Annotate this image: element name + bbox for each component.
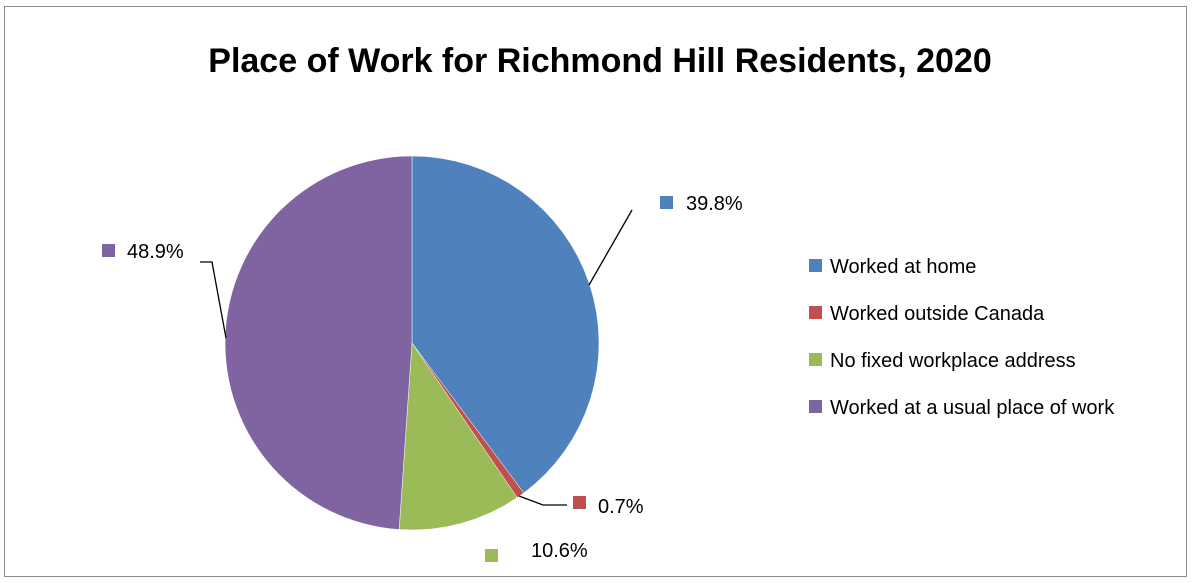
data-label-worked-outside-canada: 0.7%	[598, 496, 644, 518]
legend-swatch-worked-at-a-usual-place-of-work	[809, 400, 822, 413]
legend-entry-no-fixed-workplace-address: No fixed workplace address	[830, 350, 1076, 372]
data-label-swatch-worked-at-home	[660, 196, 673, 209]
data-label-swatch-no-fixed-workplace-address	[485, 549, 498, 562]
data-label-no-fixed-workplace-address: 10.6%	[531, 540, 588, 562]
legend-swatch-worked-at-home	[809, 259, 822, 272]
data-label-worked-at-a-usual-place-of-work: 48.9%	[127, 241, 184, 263]
leader-line-worked-outside-canada	[518, 495, 567, 506]
pie-slice-worked-at-a-usual-place-of-work	[224, 155, 413, 530]
chart-frame	[4, 6, 1187, 577]
legend: Worked at home Worked outside Canada No fi…	[809, 256, 1115, 419]
data-labels: 39.8% 0.7% 10.6% 48.9%	[102, 193, 743, 562]
pie-slice-no-fixed-workplace-address	[398, 342, 518, 531]
legend-entry-worked-at-home: Worked at home	[830, 256, 976, 278]
chart-title: Place of Work for Richmond Hill Resident…	[208, 42, 991, 80]
data-label-swatch-worked-outside-canada	[573, 496, 586, 509]
legend-entry-worked-outside-canada: Worked outside Canada	[830, 303, 1045, 325]
leader-lines	[200, 209, 633, 506]
legend-swatch-no-fixed-workplace-address	[809, 353, 822, 366]
legend-swatch-worked-outside-canada	[809, 306, 822, 319]
data-label-worked-at-home: 39.8%	[686, 193, 743, 215]
leader-line-worked-at-home	[588, 209, 633, 286]
data-label-swatch-worked-at-a-usual-place-of-work	[102, 244, 115, 257]
pie-slices	[224, 155, 600, 531]
leader-line-worked-at-a-usual-place-of-work	[200, 261, 227, 339]
legend-entry-worked-at-a-usual-place-of-work: Worked at a usual place of work	[830, 397, 1115, 419]
